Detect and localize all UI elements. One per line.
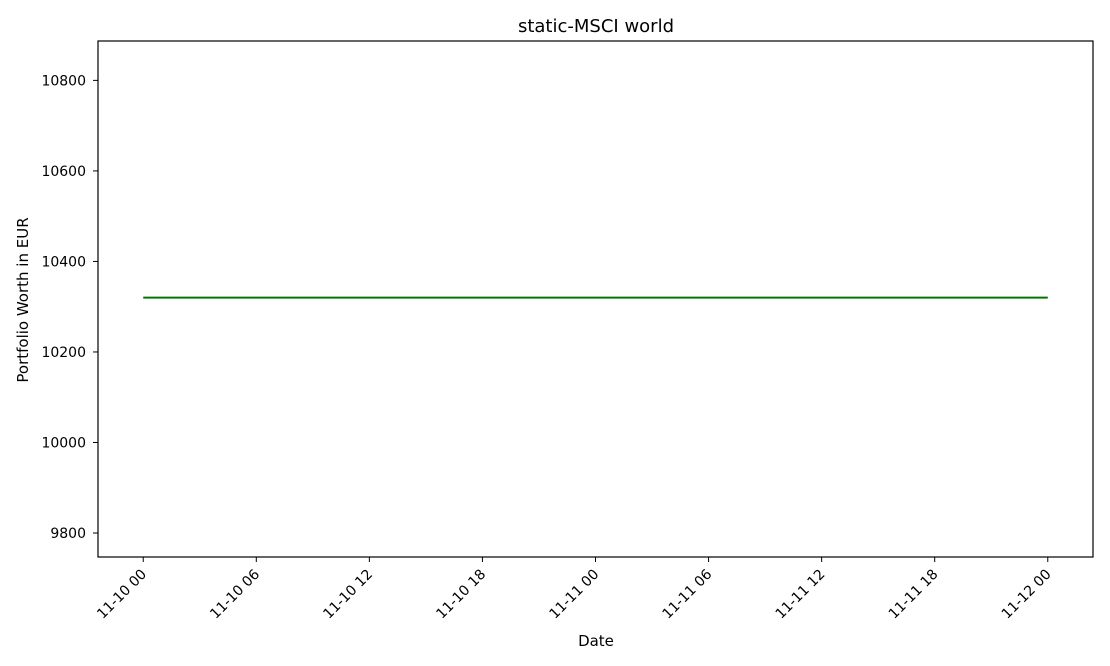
y-tick-label: 10400 [41,254,86,270]
y-axis: 9800 10000 10200 10400 10600 10800 [41,73,98,542]
x-tick-label: 11-11 06 [660,566,716,622]
x-tick-label: 11-11 18 [886,567,942,623]
x-tick-label: 11-11 00 [547,567,603,623]
x-tick-label: 11-10 18 [433,567,489,623]
chart-title: static-MSCI world [518,16,674,37]
x-axis-title: Date [578,632,614,650]
y-tick-label: 10600 [41,164,86,180]
plot-frame [97,40,1094,558]
y-tick-label: 9800 [50,526,86,542]
y-tick-label: 10800 [41,73,86,89]
x-tick-label: 11-10 06 [207,566,263,622]
x-tick-label: 11-11 12 [773,567,829,623]
x-tick-label: 11-12 00 [999,567,1055,623]
y-tick-label: 10000 [41,435,86,451]
x-tick-label: 11-10 12 [320,567,376,623]
x-axis: 11-10 00 11-10 06 11-10 12 11-10 18 11-11 00… [94,557,1055,623]
x-tick-label: 11-10 00 [94,567,150,623]
y-axis-title: Portfolio Worth in EUR [14,217,32,382]
y-tick-label: 10200 [41,345,86,361]
